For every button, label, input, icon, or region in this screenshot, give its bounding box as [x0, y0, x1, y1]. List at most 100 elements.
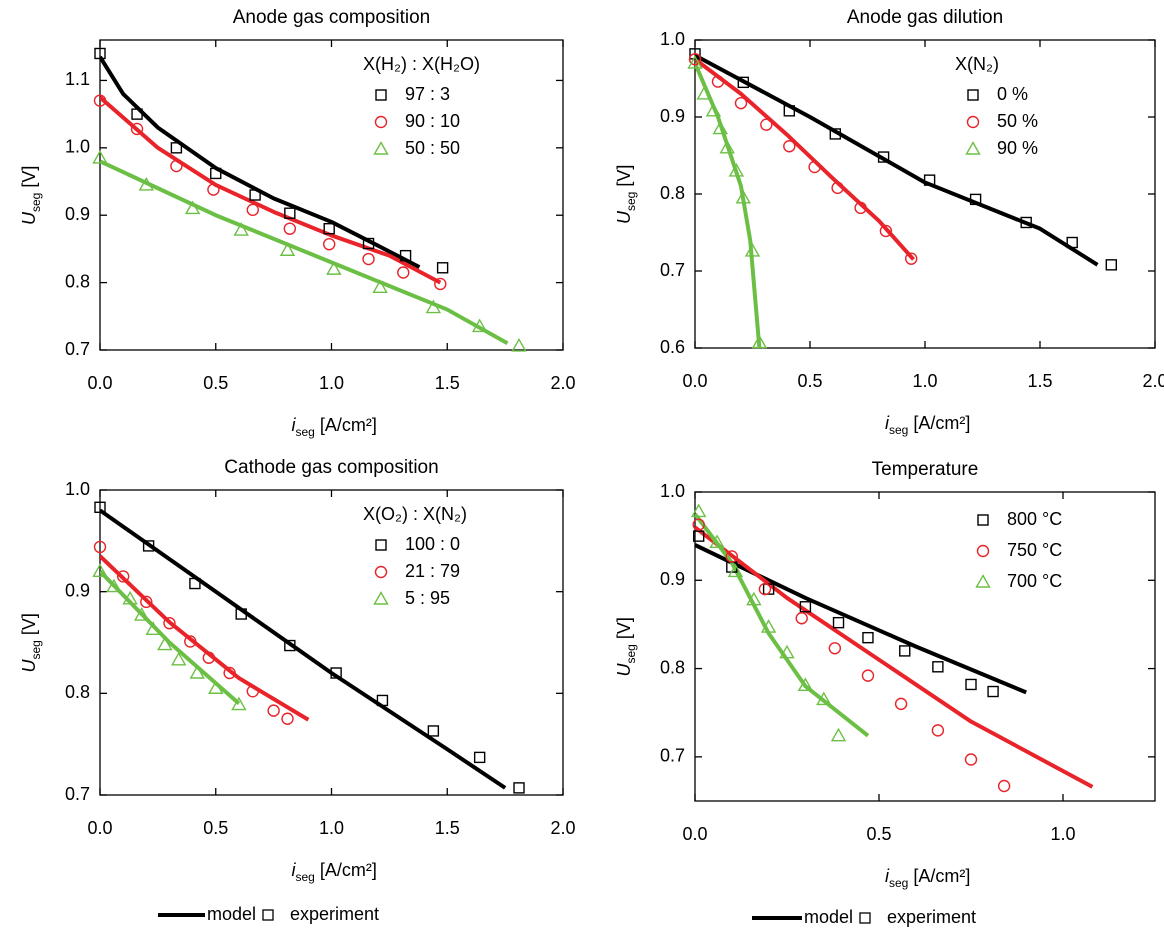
marker-circle	[734, 96, 748, 110]
marker-triangle	[92, 563, 108, 578]
marker-triangle	[326, 261, 342, 275]
marker-circle	[725, 550, 738, 563]
marker-circle	[207, 183, 220, 196]
x-tick-label: 1.5	[435, 818, 460, 838]
x-tick-label: 0.0	[682, 371, 707, 391]
marker-circle	[711, 75, 725, 88]
marker-circle	[374, 565, 388, 579]
marker-triangle	[92, 150, 108, 164]
marker-triangle	[145, 621, 161, 635]
model-line	[695, 57, 915, 261]
legend-title: X(H₂) : X(H₂O)	[363, 54, 480, 74]
y-axis-label: Useg [V]	[19, 166, 43, 225]
x-tick-label: 1.0	[319, 373, 344, 393]
label-subscript: seg	[29, 640, 43, 659]
legend-label: 50 : 50	[405, 138, 460, 158]
legend-title: X(O₂) : X(N₂)	[363, 504, 467, 524]
marker-square	[899, 645, 911, 657]
chart-title: Anode gas composition	[233, 7, 431, 28]
chart-title: Anode gas dilution	[847, 7, 1003, 28]
marker-triangle	[728, 162, 745, 177]
marker-triangle	[975, 574, 991, 588]
legend-label: model	[804, 907, 853, 927]
marker-circle	[831, 181, 844, 195]
legend-label: 21 : 79	[405, 561, 460, 581]
label-subscript: seg	[296, 425, 315, 439]
plot-area	[695, 512, 1094, 789]
marker-square	[977, 514, 989, 526]
marker-triangle	[189, 665, 205, 679]
marker-triangle	[744, 243, 761, 257]
panel: Anode gas dilution 0.0 0.5 1.0 1.5 2.0 0.6 0.7 0…	[614, 7, 1164, 437]
label-unit: [V]	[614, 165, 634, 192]
legend-label: 5 : 95	[405, 588, 450, 608]
marker-square	[689, 48, 701, 60]
marker-circle	[966, 115, 980, 129]
plot-area	[100, 55, 509, 346]
label-unit: [A/cm²]	[908, 413, 970, 433]
model-line	[695, 62, 762, 348]
label-symbol: i	[292, 860, 297, 880]
chart-title: Temperature	[872, 459, 979, 480]
marker-square	[284, 207, 296, 219]
marker-square	[376, 694, 389, 707]
marker-circle	[170, 159, 183, 173]
marker-square	[94, 501, 106, 513]
label-unit: [A/cm²]	[315, 860, 377, 880]
marker-circle	[93, 94, 107, 107]
marker-square	[323, 222, 335, 235]
marker-triangle	[965, 141, 981, 155]
label-unit: [V]	[19, 613, 39, 640]
marker-circle	[905, 252, 918, 265]
marker-square	[967, 89, 979, 101]
marker-square	[965, 678, 977, 691]
x-tick-label: 0.0	[87, 818, 112, 838]
marker-circle	[93, 540, 107, 554]
y-tick-label: 1.0	[660, 29, 685, 49]
legend-label: 100 : 0	[405, 534, 460, 554]
model-line	[695, 512, 870, 738]
y-tick-label: 0.8	[65, 682, 90, 702]
legend-experiment-marker	[262, 909, 274, 921]
label-unit: [A/cm²]	[315, 415, 377, 435]
marker-triangle	[233, 222, 249, 236]
y-tick-label: 0.8	[660, 183, 685, 203]
x-tick-label: 0.5	[797, 371, 822, 391]
y-tick-label: 1.0	[65, 137, 90, 157]
legend-label: 0 %	[997, 84, 1028, 104]
legend-label: 800 °C	[1007, 509, 1062, 529]
x-tick-label: 0.0	[87, 373, 112, 393]
marker-square	[923, 174, 936, 186]
x-tick-label: 1.0	[1050, 824, 1075, 844]
label-symbol: U	[614, 663, 634, 677]
marker-square	[692, 530, 705, 542]
label-symbol: U	[614, 210, 634, 224]
marker-square	[832, 616, 845, 629]
marker-circle	[758, 582, 772, 596]
legend-label: experiment	[290, 904, 379, 924]
y-tick-label: 0.9	[660, 106, 685, 126]
label-unit: [A/cm²]	[908, 866, 970, 886]
x-tick-label: 2.0	[1142, 371, 1164, 391]
label-symbol: U	[19, 659, 39, 673]
marker-square	[375, 89, 387, 101]
marker-triangle	[779, 644, 795, 659]
marker-square	[829, 128, 841, 140]
marker-circle	[894, 697, 908, 711]
marker-circle	[976, 544, 990, 558]
marker-circle	[267, 704, 280, 717]
panel: Anode gas composition 0.0 0.5 1.0 1.5 2.0 0.7 0…	[19, 7, 576, 439]
x-axis-label: iseg [A/cm²]	[292, 860, 377, 884]
label-symbol: i	[885, 866, 890, 886]
marker-square	[210, 167, 222, 180]
marker-triangle	[687, 55, 703, 69]
marker-triangle	[231, 696, 247, 711]
y-axis-label: Useg [V]	[614, 165, 638, 224]
legend-label: experiment	[887, 907, 976, 927]
y-tick-label: 0.9	[660, 569, 685, 589]
marker-triangle	[797, 677, 814, 692]
y-tick-label: 0.7	[660, 746, 685, 766]
model-line	[695, 53, 1099, 267]
marker-square	[235, 608, 247, 620]
legend-label: 90 %	[997, 138, 1038, 158]
